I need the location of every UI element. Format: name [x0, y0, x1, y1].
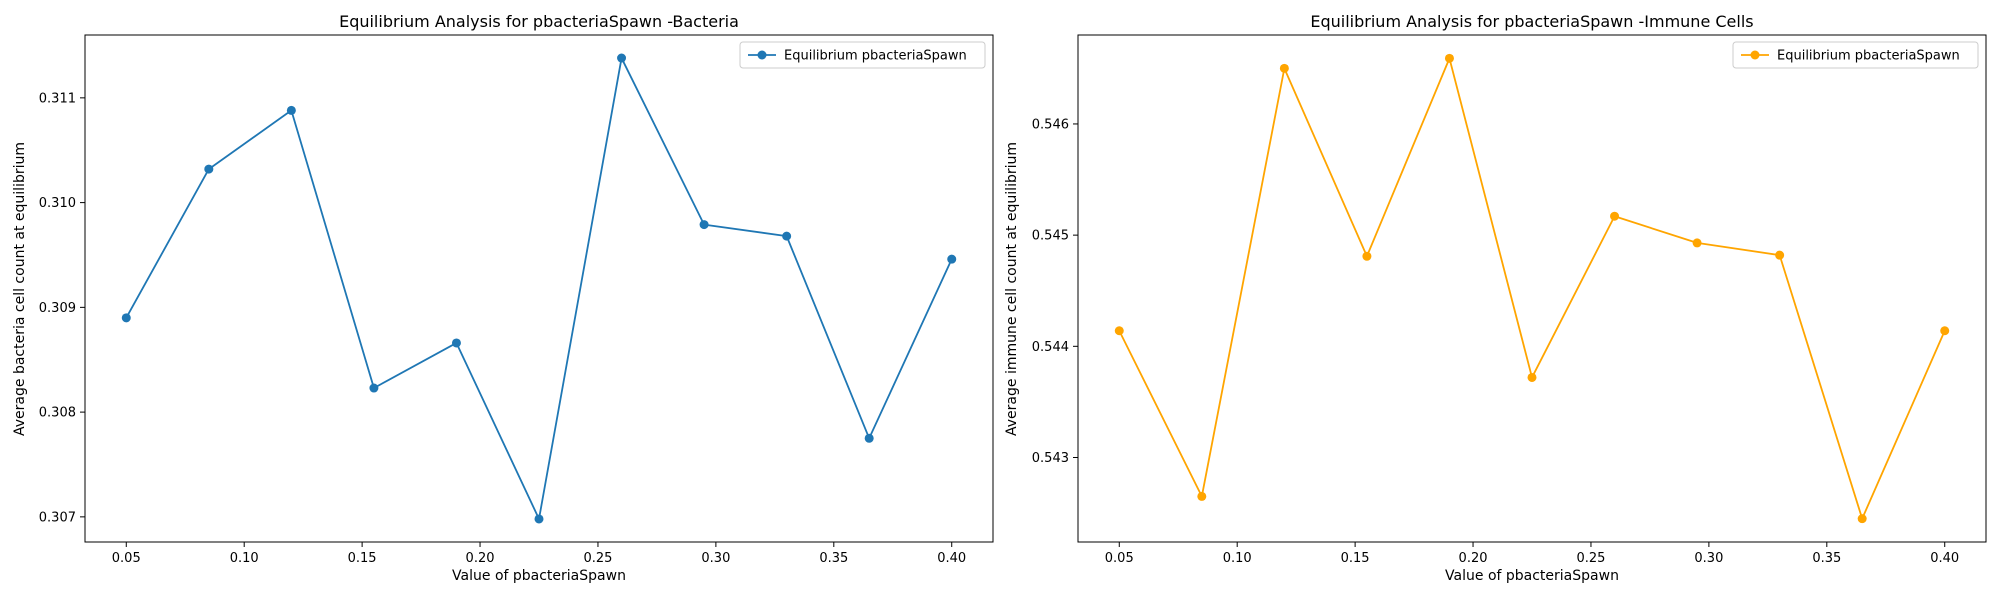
chart-immune-legend: Equilibrium pbacteriaSpawn: [1732, 41, 1979, 69]
chart-immune-xtick-label: 0.05: [1105, 551, 1134, 566]
chart-immune-data-point: [1775, 250, 1785, 260]
chart-bacteria-ytick-label: 0.310: [39, 196, 76, 211]
chart-immune-xtick-label: 0.35: [1812, 551, 1841, 566]
chart-bacteria-plot-area: 0.05 0.10 0.15 0.20 0.25 0.30 0.35 0.40 0.307 0.3…: [39, 34, 994, 566]
chart-immune-ytick-label: 0.543: [1032, 451, 1069, 466]
chart-immune-data-point: [1444, 53, 1454, 63]
chart-bacteria-ytick-label: 0.308: [39, 406, 76, 421]
chart-bacteria-data-point: [534, 514, 544, 524]
chart-immune-xlabel: Value of pbacteriaSpawn: [1445, 568, 1619, 584]
chart-bacteria-ytick-label: 0.311: [39, 91, 76, 106]
chart-immune-xtick-label: 0.30: [1694, 551, 1723, 566]
chart-bacteria-data-point: [864, 433, 874, 443]
chart-immune-xtick-label: 0.15: [1341, 551, 1370, 566]
chart-bacteria: Equilibrium Analysis for pbacteriaSpawn …: [12, 12, 994, 584]
chart-bacteria-data-point: [204, 164, 214, 174]
chart-immune-xtick-label: 0.10: [1223, 551, 1252, 566]
chart-immune-plot-area: 0.05 0.10 0.15 0.20 0.25 0.30 0.35 0.40 0.543 0.5…: [1032, 34, 1987, 566]
chart-bacteria-xtick-label: 0.10: [230, 551, 259, 566]
chart-immune-legend-marker: [1750, 50, 1760, 60]
chart-bacteria-xtick-label: 0.20: [466, 551, 495, 566]
chart-immune-ytick-label: 0.546: [1032, 117, 1069, 132]
chart-immune-ylabel: Average immune cell count at equilibrium: [1004, 142, 1020, 436]
chart-bacteria-xtick-label: 0.25: [583, 551, 612, 566]
chart-immune-data-point: [1527, 372, 1537, 382]
chart-immune-data-point: [1362, 251, 1372, 261]
chart-bacteria-data-point: [369, 383, 379, 393]
chart-bacteria-xtick-label: 0.05: [112, 551, 141, 566]
chart-immune-xtick-label: 0.25: [1576, 551, 1605, 566]
chart-bacteria-data-point: [286, 105, 296, 115]
chart-bacteria-legend-marker: [757, 50, 767, 60]
chart-immune-data-point: [1692, 238, 1702, 248]
chart-immune-title: Equilibrium Analysis for pbacteriaSpawn …: [1310, 12, 1753, 31]
chart-immune-axes-frame: [1077, 34, 1987, 543]
chart-bacteria-data-point: [699, 220, 709, 230]
chart-bacteria-xtick-label: 0.35: [819, 551, 848, 566]
chart-bacteria-data-point: [617, 53, 627, 63]
chart-bacteria-data-point: [121, 313, 131, 323]
chart-immune-legend-box: [1732, 41, 1979, 69]
chart-immune: Equilibrium Analysis for pbacteriaSpawn …: [1004, 12, 1987, 584]
chart-immune-xtick-label: 0.40: [1930, 551, 1959, 566]
chart-immune-legend-label: Equilibrium pbacteriaSpawn: [1777, 49, 1960, 64]
chart-bacteria-legend: Equilibrium pbacteriaSpawn: [739, 41, 986, 69]
chart-bacteria-ytick-label: 0.309: [39, 301, 76, 316]
chart-bacteria-xtick-label: 0.15: [348, 551, 377, 566]
chart-bacteria-data-point: [947, 254, 957, 264]
chart-bacteria-data-point: [451, 338, 461, 348]
chart-bacteria-title: Equilibrium Analysis for pbacteriaSpawn …: [339, 12, 739, 31]
chart-immune-data-point: [1857, 514, 1867, 524]
chart-immune-data-point: [1940, 326, 1950, 336]
chart-bacteria-ytick-label: 0.307: [39, 510, 76, 525]
chart-bacteria-axes-frame: [84, 34, 994, 543]
chart-bacteria-data-point: [782, 231, 792, 241]
chart-bacteria-xlabel: Value of pbacteriaSpawn: [452, 568, 626, 584]
chart-immune-data-point: [1279, 63, 1289, 73]
chart-immune-data-point: [1197, 491, 1207, 501]
chart-bacteria-ylabel: Average bacteria cell count at equilibri…: [12, 142, 28, 436]
chart-bacteria-legend-box: [739, 41, 986, 69]
chart-immune-ytick-label: 0.544: [1032, 340, 1069, 355]
chart-bacteria-legend-label: Equilibrium pbacteriaSpawn: [784, 49, 967, 64]
chart-immune-data-point: [1610, 211, 1620, 221]
chart-immune-data-point: [1114, 326, 1124, 336]
chart-bacteria-xtick-label: 0.30: [701, 551, 730, 566]
chart-immune-xtick-label: 0.20: [1459, 551, 1488, 566]
chart-immune-ytick-label: 0.545: [1032, 229, 1069, 244]
chart-bacteria-xtick-label: 0.40: [937, 551, 966, 566]
